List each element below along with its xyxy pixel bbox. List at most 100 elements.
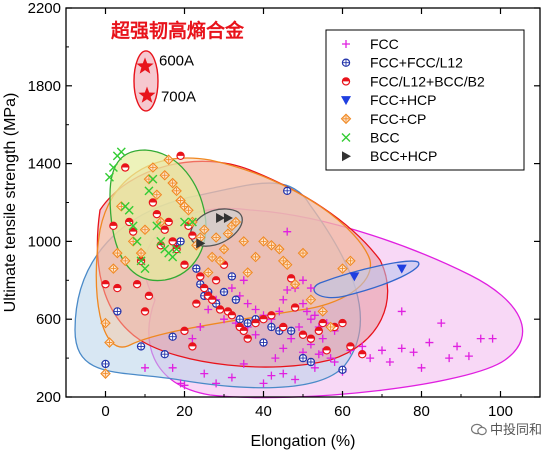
- fcc-hcp-region: [313, 260, 420, 299]
- point-marker: [220, 315, 228, 324]
- point-marker: [144, 186, 154, 196]
- watermark: 中投同和: [470, 419, 542, 438]
- point-marker-half: [259, 315, 268, 320]
- point-marker: [488, 334, 497, 343]
- point-marker-cross: [292, 281, 299, 288]
- legend-item: FCC+CP: [340, 111, 426, 127]
- point-marker: [341, 96, 351, 106]
- point-marker: [128, 221, 138, 231]
- point-marker: [397, 307, 406, 316]
- point-marker: [397, 344, 406, 353]
- point-marker-half: [319, 319, 327, 324]
- point-marker: [136, 256, 146, 266]
- point-marker: [299, 276, 307, 285]
- point-marker-half: [228, 311, 236, 316]
- point-marker: [148, 174, 158, 184]
- point-marker-cross: [236, 315, 244, 323]
- point-marker-cross: [244, 319, 252, 327]
- point-marker-half: [204, 292, 212, 296]
- point-marker: [140, 264, 150, 274]
- highlight-annotation: 超强韧高熵合金 600A 700A: [110, 19, 245, 112]
- point-marker: [132, 236, 142, 246]
- point-marker: [464, 352, 473, 361]
- point-marker: [378, 346, 386, 355]
- point-marker: [227, 373, 236, 382]
- point-marker: [259, 379, 268, 388]
- star-marker: [136, 57, 154, 74]
- x-axis-label: Elongation (%): [251, 433, 356, 450]
- point-marker-cross: [213, 234, 220, 241]
- point-marker-half: [176, 152, 185, 156]
- legend-label: FCC+FCC/L12: [370, 55, 463, 71]
- point-marker-cross: [343, 115, 349, 122]
- y-axis-label: Ultimate tensile strength (MPa): [2, 93, 19, 313]
- point-marker: [358, 342, 367, 351]
- point-marker-cross: [221, 246, 227, 253]
- point-marker-cross: [339, 265, 346, 272]
- legend-item: FCC/L12+BCC/B2: [341, 73, 485, 89]
- point-marker-half: [208, 296, 216, 300]
- point-marker: [310, 311, 319, 320]
- point-marker-cross: [224, 230, 231, 237]
- point-marker-cross: [287, 327, 295, 335]
- point-marker: [172, 244, 182, 254]
- legend-label: FCC+CP: [370, 111, 426, 127]
- y-tick-label: 1800: [28, 78, 61, 95]
- point-marker: [168, 363, 177, 372]
- point-marker-half: [125, 218, 133, 222]
- y-tick-label: 200: [36, 389, 61, 406]
- point-marker-cross: [259, 338, 268, 347]
- highlight-stars: [136, 57, 156, 103]
- point-marker-cross: [244, 269, 251, 276]
- point-marker: [227, 284, 236, 293]
- point-marker-cross: [153, 191, 160, 198]
- watermark-text: 中投同和: [489, 423, 542, 438]
- point-marker-cross: [106, 339, 113, 346]
- point-marker-cross: [101, 360, 110, 368]
- point-marker-cross: [113, 307, 121, 316]
- point-marker: [176, 379, 185, 388]
- point-marker: [279, 295, 288, 304]
- point-marker-half: [133, 280, 141, 285]
- point-marker-cross: [122, 257, 129, 264]
- point-marker: [385, 357, 394, 366]
- point-marker-half: [299, 331, 307, 335]
- point-marker: [271, 354, 280, 363]
- point-marker-cross: [276, 246, 283, 253]
- point-marker: [437, 319, 446, 328]
- point-marker-cross: [240, 238, 247, 245]
- point-marker: [330, 357, 339, 366]
- point-marker: [453, 342, 462, 351]
- point-marker-cross: [165, 156, 172, 163]
- point-marker-cross: [102, 320, 109, 327]
- y-tick-label: 600: [36, 311, 61, 328]
- highlight-label-600A: 600A: [159, 52, 194, 69]
- point-marker-half: [121, 163, 129, 168]
- point-marker-half: [244, 335, 252, 339]
- point-marker: [223, 213, 233, 224]
- point-marker: [108, 162, 118, 172]
- point-marker: [302, 307, 311, 316]
- point-marker-half: [192, 300, 200, 304]
- legend: FCC FCC+FCC/L12 FCC/L12+BCC/B2 FCC+HCP FCC+C…: [325, 29, 525, 171]
- point-marker-cross: [280, 257, 287, 264]
- point-marker: [267, 371, 276, 380]
- point-marker: [251, 305, 260, 314]
- point-marker-cross: [138, 250, 145, 257]
- point-marker: [349, 272, 360, 282]
- point-marker-cross: [338, 366, 347, 374]
- point-marker-half: [129, 228, 137, 232]
- point-marker: [204, 305, 213, 314]
- legend-label: FCC/L12+BCC/B2: [370, 73, 485, 89]
- point-marker-half: [141, 307, 149, 312]
- point-marker: [141, 363, 149, 372]
- point-marker-cross: [300, 250, 306, 257]
- legend-item: FCC+HCP: [341, 92, 437, 108]
- point-marker-half: [307, 335, 315, 339]
- point-marker: [243, 299, 252, 308]
- point-marker-cross: [185, 207, 192, 214]
- point-marker-cross: [307, 296, 314, 303]
- point-marker-half: [145, 292, 153, 296]
- point-marker: [425, 338, 434, 347]
